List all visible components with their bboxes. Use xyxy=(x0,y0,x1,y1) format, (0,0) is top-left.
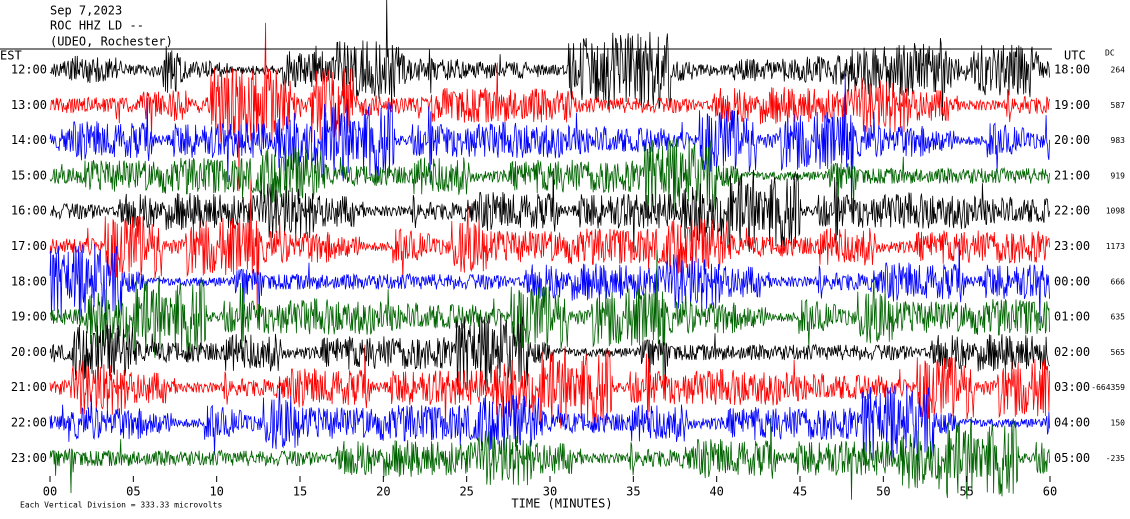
trace xyxy=(49,138,1050,215)
title-line: ROC HHZ LD -- xyxy=(50,19,144,33)
est-label: 13:00 xyxy=(11,98,47,112)
utc-label: 20:00 xyxy=(1054,133,1090,147)
utc-label: 03:00 xyxy=(1054,380,1090,394)
trace xyxy=(49,415,1050,500)
est-label: 16:00 xyxy=(11,204,47,218)
dc-value: 1098 xyxy=(1106,207,1125,216)
x-tick-label: 05 xyxy=(126,485,140,499)
x-tick-label: 15 xyxy=(293,485,307,499)
trace xyxy=(49,179,1050,316)
est-label: 14:00 xyxy=(11,133,47,147)
utc-label: 05:00 xyxy=(1054,451,1090,465)
x-axis-label: TIME (MINUTES) xyxy=(511,497,612,511)
x-tick-label: 60 xyxy=(1043,485,1057,499)
dc-value: 635 xyxy=(1111,313,1126,322)
dc-value: 264 xyxy=(1111,66,1126,75)
title-line: (UDEO, Rochester) xyxy=(50,35,173,49)
est-label: 23:00 xyxy=(11,451,47,465)
trace xyxy=(49,314,1050,391)
x-tick-label: 20 xyxy=(376,485,390,499)
dc-value: -235 xyxy=(1106,454,1125,463)
utc-label: 23:00 xyxy=(1054,239,1090,253)
x-tick-label: 55 xyxy=(959,485,973,499)
x-tick-label: 40 xyxy=(709,485,723,499)
est-label: 21:00 xyxy=(11,380,47,394)
dc-value: 983 xyxy=(1111,136,1126,145)
x-tick-label: 30 xyxy=(543,485,557,499)
dc-value: 150 xyxy=(1111,419,1126,428)
utc-label: 18:00 xyxy=(1054,63,1090,77)
x-tick-label: 25 xyxy=(459,485,473,499)
traces xyxy=(49,0,1050,500)
x-tick-label: 35 xyxy=(626,485,640,499)
trace xyxy=(49,382,1050,462)
dc-value: 919 xyxy=(1111,171,1126,180)
dc-value: 565 xyxy=(1111,348,1126,357)
x-tick-label: 50 xyxy=(876,485,890,499)
left-axis-label: EST xyxy=(0,49,22,63)
footer: Each Vertical Division = 333.33 microvol… xyxy=(20,501,222,510)
dc-value: 587 xyxy=(1111,101,1126,110)
trace xyxy=(49,344,1050,430)
x-tick-label: 10 xyxy=(209,485,223,499)
utc-label: 22:00 xyxy=(1054,204,1090,218)
trace xyxy=(49,22,1050,192)
est-label: 12:00 xyxy=(11,63,47,77)
dc-label: DC xyxy=(1105,49,1115,58)
utc-label: 01:00 xyxy=(1054,310,1090,324)
est-label: 15:00 xyxy=(11,168,47,182)
est-label: 22:00 xyxy=(11,416,47,430)
dc-value: 1173 xyxy=(1106,242,1125,251)
utc-label: 19:00 xyxy=(1054,98,1090,112)
utc-label: 21:00 xyxy=(1054,168,1090,182)
utc-label: 02:00 xyxy=(1054,345,1090,359)
est-label: 20:00 xyxy=(11,345,47,359)
utc-label: 00:00 xyxy=(1054,274,1090,288)
right-axis-label: UTC xyxy=(1064,49,1086,63)
trace xyxy=(49,238,1050,324)
dc-value: -664359 xyxy=(1091,383,1125,392)
utc-label: 04:00 xyxy=(1054,416,1090,430)
trace xyxy=(49,73,1050,210)
trace xyxy=(49,0,1050,121)
trace xyxy=(49,168,1050,254)
title-line: Sep 7,2023 xyxy=(50,4,122,18)
est-label: 19:00 xyxy=(11,310,47,324)
est-label: 18:00 xyxy=(11,274,47,288)
dc-value: 666 xyxy=(1111,277,1126,286)
x-tick-label: 45 xyxy=(793,485,807,499)
est-label: 17:00 xyxy=(11,239,47,253)
x-tick-label: 00 xyxy=(43,485,57,499)
trace xyxy=(49,250,1050,387)
